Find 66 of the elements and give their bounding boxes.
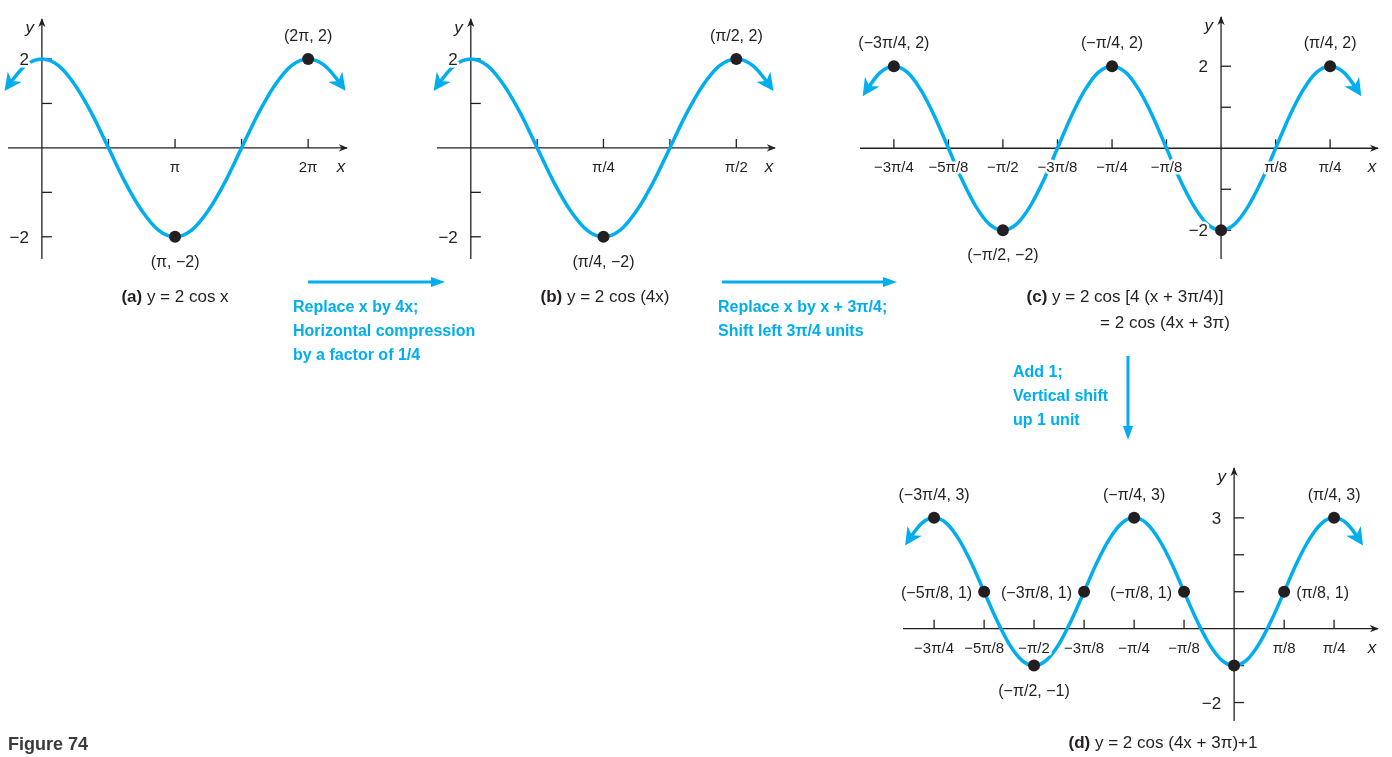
x-axis-title: x <box>1366 637 1377 657</box>
annotation: (−π/2, −2) <box>967 246 1039 264</box>
x-tick-label: π/4 <box>1322 638 1346 656</box>
annotation: (−3π/8, 1) <box>1001 583 1073 601</box>
text: (b) y = 2 cos (4x) <box>540 287 670 306</box>
y-axis-title: y <box>24 18 36 37</box>
point <box>1128 511 1141 524</box>
y-tick-label: −2 <box>9 227 29 247</box>
point <box>1328 511 1341 524</box>
y-tick-label: −2 <box>1188 221 1209 241</box>
x-tick-label: −5π/8 <box>964 638 1005 656</box>
x-axis-title: x <box>1366 157 1377 177</box>
annotation: (π/4, 2) <box>1303 34 1357 52</box>
y-tick-label: −2 <box>438 227 458 247</box>
point <box>978 585 991 598</box>
point <box>1028 659 1041 672</box>
annotation: (π/2, 2) <box>709 27 763 44</box>
annotation: (−π/4, 2) <box>1080 34 1144 52</box>
annotation: (π/8, 1) <box>1296 583 1349 601</box>
x-tick-label: π/4 <box>1318 158 1342 176</box>
text: = 2 cos (4x + 3π) <box>1100 313 1230 332</box>
y-axis-title: y <box>1203 16 1215 35</box>
text: Replace x by 4x; Horizontal compression by a factor of 1/4 <box>293 298 476 363</box>
y-tick-label: 2 <box>1198 57 1209 77</box>
x-tick-label: −3π/8 <box>1064 638 1105 656</box>
point <box>1228 659 1241 672</box>
point <box>928 511 941 524</box>
y-axis-title: y <box>1216 467 1228 486</box>
x-tick-label: π/4 <box>592 157 615 175</box>
x-tick-label: −π/2 <box>987 158 1019 176</box>
text: Replace x by x + 3π/4; Shift left 3π/4 units <box>718 298 888 339</box>
annotation: (−3π/4, 3) <box>898 485 970 503</box>
annotation: (2π, 2) <box>283 27 333 44</box>
annotation: (π, −2) <box>150 252 200 270</box>
x-tick-label: −π/4 <box>1096 158 1128 176</box>
annotation: (−π/8, 1) <box>1109 583 1173 601</box>
caption: Figure 74 <box>8 734 89 754</box>
y-tick-label: 3 <box>1211 508 1222 528</box>
x-tick-label: −π/4 <box>1118 638 1150 656</box>
x-tick-label: π/2 <box>724 157 748 175</box>
text: Add 1; Vertical shift up 1 unit <box>1013 363 1109 428</box>
y-axis-title: y <box>453 18 465 37</box>
point <box>1078 585 1091 598</box>
annotation: (π/4, 3) <box>1307 485 1361 503</box>
annotation: (−π/4, 3) <box>1103 485 1166 503</box>
point <box>1278 585 1291 598</box>
x-axis-title: x <box>335 156 346 176</box>
point <box>1178 585 1191 598</box>
y-tick-label: −2 <box>1201 693 1222 713</box>
x-tick-label: π <box>169 157 181 175</box>
annotation: (−π/2, −1) <box>998 681 1070 699</box>
text: (d) y = 2 cos (4x + 3π)+1 <box>1068 733 1258 752</box>
x-tick-label: π/8 <box>1272 638 1296 656</box>
x-tick-label: −π/2 <box>1018 638 1050 656</box>
annotation: (π/4, −2) <box>572 252 635 270</box>
x-tick-label: −3π/4 <box>873 158 914 176</box>
x-tick-label: 2π <box>298 157 318 175</box>
text: (c) y = 2 cos [4 (x + 3π/4)] <box>1026 287 1224 306</box>
x-tick-label: −π/8 <box>1168 638 1200 656</box>
annotation: (−3π/4, 2) <box>858 34 930 52</box>
text: (a) y = 2 cos x <box>121 287 230 306</box>
x-axis-title: x <box>763 156 774 176</box>
x-tick-label: −3π/4 <box>914 638 955 656</box>
y-tick-label: 2 <box>19 50 29 69</box>
annotation: (−5π/8, 1) <box>901 583 973 601</box>
y-tick-label: 2 <box>448 50 458 69</box>
